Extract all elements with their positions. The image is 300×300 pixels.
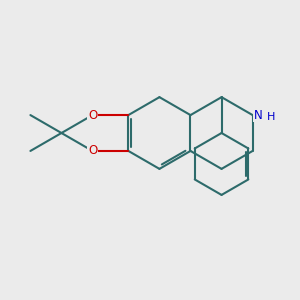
Text: O: O — [88, 144, 97, 158]
Text: N: N — [254, 109, 262, 122]
Text: H: H — [267, 112, 276, 122]
Text: O: O — [88, 109, 97, 122]
